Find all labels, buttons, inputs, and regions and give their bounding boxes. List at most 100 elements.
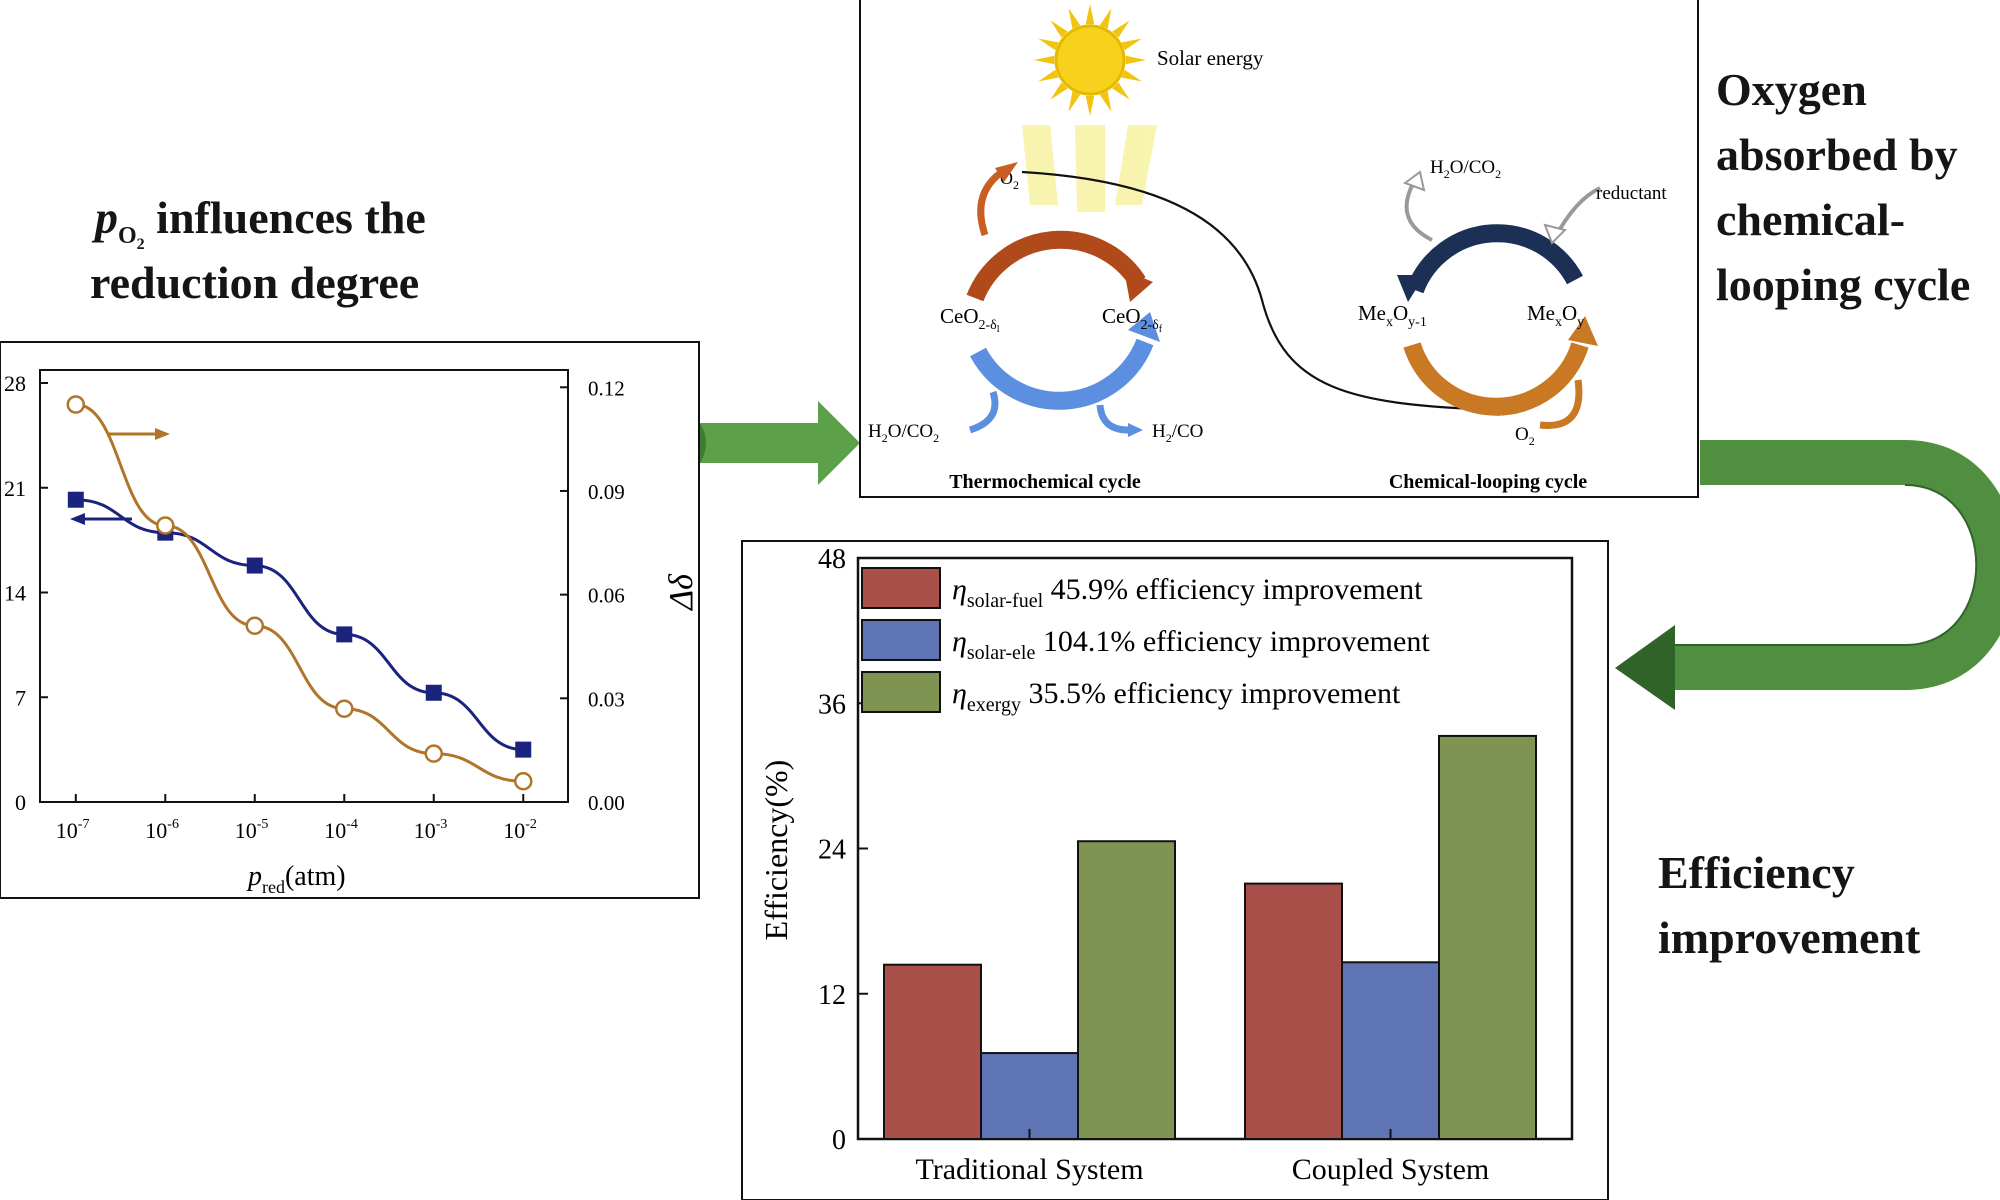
right-tick-label: 0.03 (588, 687, 625, 711)
sun-ray (1050, 20, 1068, 38)
bar-solar-ele-coupled (1341, 961, 1440, 1141)
legend-label-solar-fuel: ηsolar-fuel 45.9% efficiency improvement (952, 573, 1423, 612)
data-point-circle (156, 516, 175, 535)
looping-input-label: H2O/CO2 (1430, 157, 1501, 181)
sun-ray (1112, 82, 1130, 100)
o2-absorbed-label: O2 (1515, 424, 1535, 448)
right-axis-indicator-arrow (108, 428, 170, 440)
sun-ray (1125, 55, 1146, 65)
left-heading-line2: reduction degree (90, 257, 419, 308)
sun-ray (1085, 95, 1095, 116)
mexoy-1-label: MexOy-1 (1358, 301, 1427, 330)
data-point-circle (514, 772, 533, 791)
left-axis-ticks: 0 7 14 21 28 (4, 371, 48, 815)
bar-exergy-coupled (1438, 734, 1537, 1141)
data-point-circle (245, 616, 265, 635)
bar-y-tick-label: 24 (818, 835, 846, 866)
right-tick-label: 0.00 (588, 791, 625, 815)
bar-y-tick-label: 36 (818, 689, 846, 720)
left-heading-line1: pO2 influences the (91, 192, 426, 253)
x-axis-ticks: 10-7 10-6 10-5 10-4 10-3 10-2 (56, 794, 537, 843)
right-bottom-heading: Efficiency improvement (1658, 847, 1921, 963)
left-tick-label: 21 (4, 476, 26, 501)
sun-ray (1099, 91, 1112, 112)
solar-energy-label: Solar energy (1157, 46, 1264, 70)
legend-label-exergy: ηexergy 35.5% efficiency improvement (952, 677, 1401, 716)
sun-ray (1038, 38, 1059, 51)
data-point-square (336, 626, 353, 643)
bar-chart-y-ticks: 0 12 24 36 48 (818, 544, 868, 1156)
sun-icon (1034, 4, 1146, 116)
solar-beams (1022, 125, 1157, 212)
thermochemical-cycle-diagram: CeO2-δl CeO2-δf H2O/CO2 H2/CO Thermochem… (868, 162, 1203, 493)
chemical-looping-cycle-caption: Chemical-looping cycle (1389, 471, 1587, 493)
x-tick-label: 10-5 (235, 817, 269, 843)
right-top-heading: Oxygen absorbed by chemical- looping cyc… (1716, 64, 1970, 310)
legend-swatch-solar-ele (861, 619, 941, 661)
bar-chart-panel: 0 12 24 36 48 Traditional System Coupled Syst… (741, 540, 1609, 1200)
sun-ray (1038, 69, 1059, 82)
svg-text:absorbed by: absorbed by (1716, 129, 1958, 180)
thermochemical-cycle-caption: Thermochemical cycle (949, 471, 1141, 493)
left-tick-label: 7 (15, 685, 26, 710)
thermo-top-arrowhead (1124, 270, 1153, 302)
reductant-label: reductant (1596, 183, 1667, 204)
bar-y-tick-label: 0 (832, 1125, 846, 1156)
looping-bottom-arrowhead (1568, 316, 1598, 346)
sun-ray (1085, 4, 1095, 25)
x-tick-label: 10-7 (56, 817, 90, 843)
data-point-circle (335, 699, 354, 718)
ceo2-left-label: CeO2-δl (940, 304, 1000, 335)
right-tick-label: 0.09 (588, 480, 625, 504)
sun-ray (1068, 8, 1081, 29)
data-point-square (515, 741, 532, 758)
series-line-left (75, 498, 524, 752)
legend-swatch-exergy (861, 671, 941, 713)
svg-text:chemical-: chemical- (1716, 194, 1905, 245)
data-point-square (246, 557, 263, 574)
looping-top-arrowhead (1397, 275, 1425, 302)
sun-ray (1099, 8, 1112, 29)
line-chart-plot-area (39, 369, 569, 803)
right-tick-label: 0.06 (588, 584, 625, 608)
data-point-square (67, 491, 84, 508)
svg-text:improvement: improvement (1658, 912, 1921, 963)
chemical-looping-cycle-diagram: H2O/CO2 reductant MexOy-1 MexOy O2 Chemi… (1358, 157, 1667, 493)
data-point-circle (66, 395, 86, 414)
bar-y-tick-label: 48 (818, 544, 846, 575)
flow-arrow-to-schematic (700, 401, 860, 485)
legend-swatch-solar-fuel (861, 567, 941, 609)
sun-ray (1050, 82, 1068, 100)
left-tick-label: 0 (15, 790, 26, 815)
schematic-panel: Solar energy O2 CeO2-δl CeO2-δf H2O/CO2 (859, 0, 1699, 498)
bar-solar-fuel-traditional (883, 963, 982, 1141)
thermo-input-label: H2O/CO2 (868, 421, 939, 445)
data-point-circle (424, 744, 444, 763)
x-tick-label: 10-3 (414, 817, 448, 843)
right-axis-ticks: 0.00 0.03 0.06 0.09 0.12 (560, 376, 625, 815)
line-chart-series (66, 395, 533, 791)
oxygen-transfer-path (1021, 170, 1501, 412)
sun-ray (1034, 55, 1055, 65)
svg-text:looping cycle: looping cycle (1716, 259, 1970, 310)
sun-ray (1121, 69, 1142, 82)
svg-text:Efficiency: Efficiency (1658, 847, 1855, 898)
svg-text:Oxygen: Oxygen (1716, 64, 1867, 115)
bar-chart-y-label: Efficiency(%) (758, 760, 794, 941)
line-chart-right-y-label: Δδ (663, 573, 700, 612)
left-tick-label: 28 (4, 371, 26, 396)
data-point-square (425, 684, 442, 701)
legend-label-solar-ele: ηsolar-ele 104.1% efficiency improvement (952, 625, 1430, 664)
x-tick-label: 10-4 (324, 817, 358, 843)
category-label: Traditional System (915, 1153, 1143, 1186)
category-label: Coupled System (1292, 1153, 1490, 1186)
left-axis-indicator-arrow (70, 513, 132, 525)
bar-y-tick-label: 12 (818, 980, 846, 1011)
bar-solar-ele-traditional (980, 1052, 1079, 1141)
bar-chart-x-labels: Traditional System Coupled System (915, 1129, 1489, 1186)
bar-chart-bars (883, 734, 1537, 1141)
bar-exergy-traditional (1077, 840, 1176, 1140)
sun-ray (1121, 38, 1142, 51)
